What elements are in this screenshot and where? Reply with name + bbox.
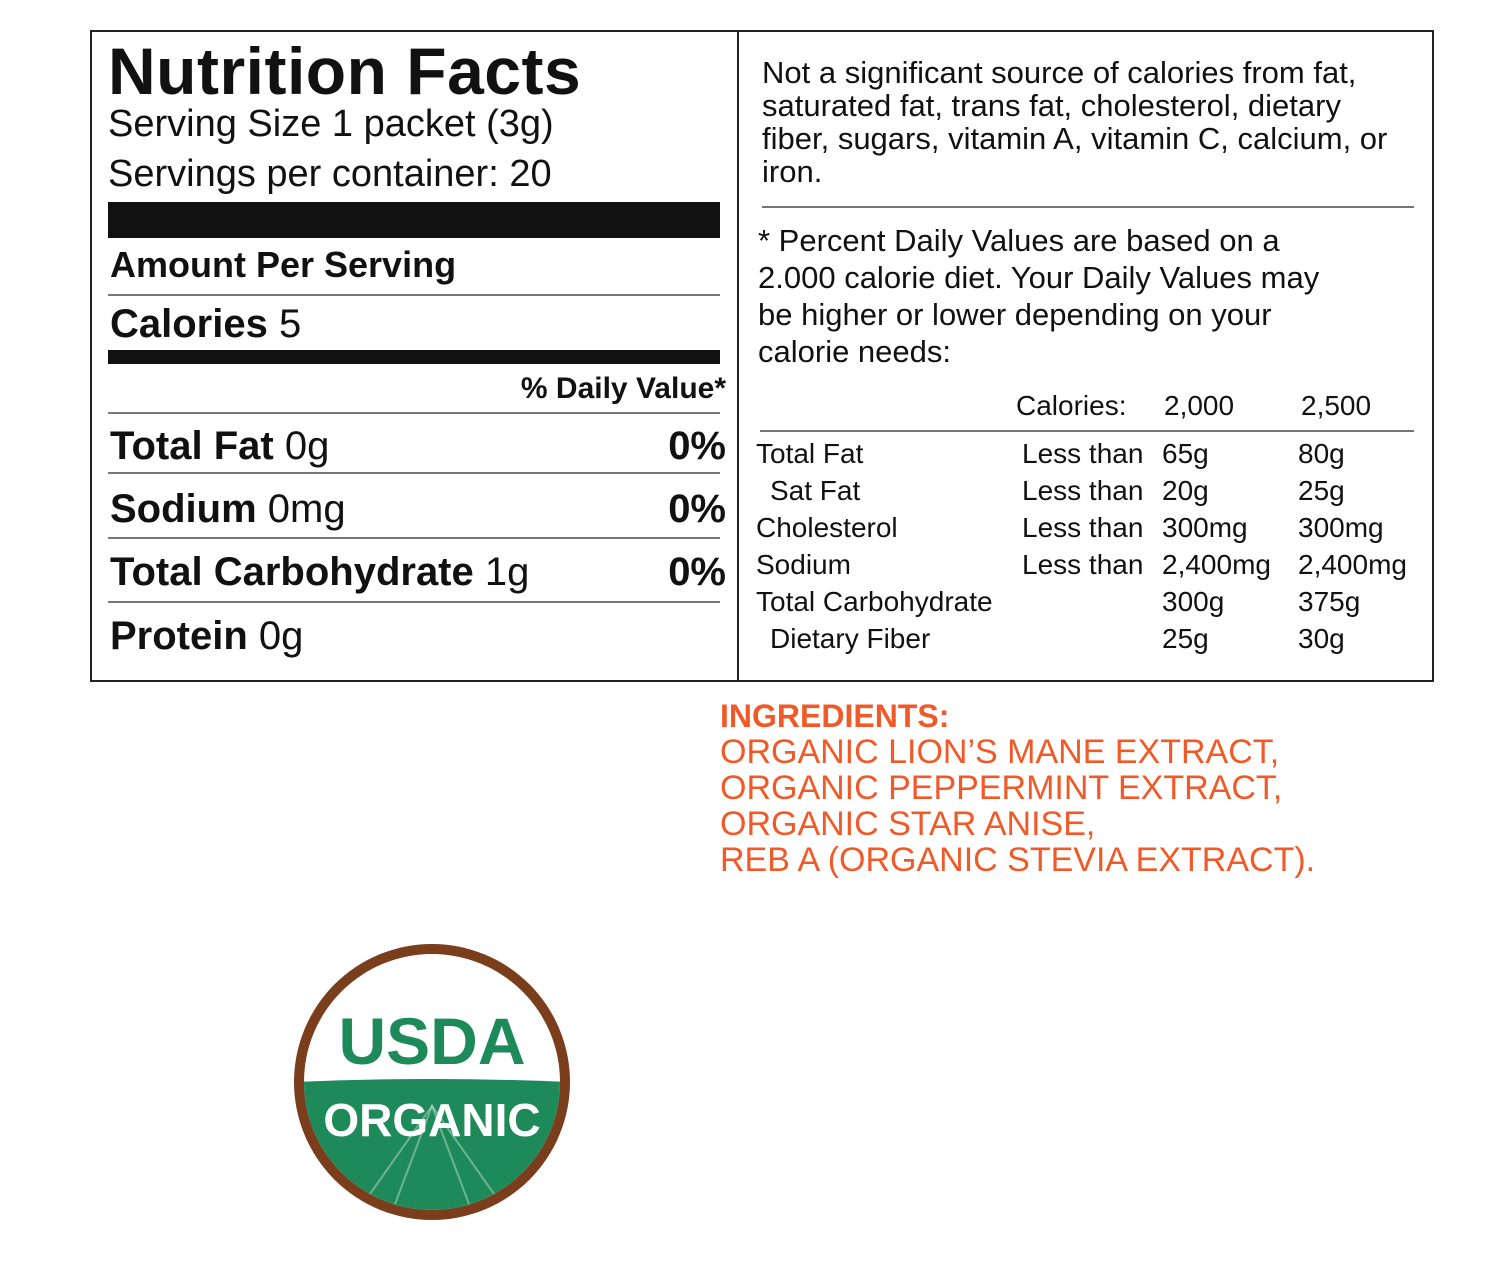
header-2500: 2,500 xyxy=(1301,390,1372,421)
thick-divider xyxy=(108,202,720,238)
column-divider xyxy=(737,32,739,680)
header-calories-label: Calories: xyxy=(1016,390,1127,421)
ingredients-title: INGREDIENTS: xyxy=(720,698,950,734)
nutrition-facts-title: Nutrition Facts xyxy=(108,34,582,108)
qualifier-cell: Less than xyxy=(1022,475,1144,506)
value-2000-cell: 2,400mg xyxy=(1162,549,1271,580)
medium-divider xyxy=(108,350,720,364)
value-2500-cell: 80g xyxy=(1298,438,1345,469)
qualifier-cell: Less than xyxy=(1022,549,1144,580)
value-2500-cell: 30g xyxy=(1298,623,1345,654)
serving-size: Serving Size 1 packet (3g) xyxy=(108,103,554,145)
table-row: Cholesterol Less than 300mg 300mg xyxy=(756,512,1416,549)
nutrient-name: Total Carbohydrate xyxy=(110,550,474,594)
nutrient-name: Total Fat xyxy=(110,424,274,468)
nutrient-cell: Sodium xyxy=(756,549,851,580)
ingredients: INGREDIENTS: ORGANIC LION’S MANE EXTRACT… xyxy=(720,698,1315,878)
qualifier-cell: Less than xyxy=(1022,512,1144,543)
qualifier-cell: Less than xyxy=(1022,438,1144,469)
value-2500-cell: 300mg xyxy=(1298,512,1384,543)
calories-value: 5 xyxy=(278,302,302,346)
value-2500-cell: 375g xyxy=(1298,586,1361,617)
table-row: Total Fat Less than 65g 80g xyxy=(756,438,1416,475)
calories-label: Calories xyxy=(110,302,268,346)
usda-organic-seal: USDA ORGANIC xyxy=(294,944,570,1220)
nutrient-amount: 0g xyxy=(284,424,330,468)
nutrient-cell: Dietary Fiber xyxy=(770,623,931,654)
value-2500-cell: 2,400mg xyxy=(1298,549,1407,580)
nutrient-row-sodium: Sodium 0mg 0% xyxy=(110,487,726,532)
table-row: Dietary Fiber 25g 30g xyxy=(756,623,1416,660)
nutrient-cell: Total Carbohydrate xyxy=(756,586,993,617)
nutrient-row-total-fat: Total Fat 0g 0% xyxy=(110,424,726,469)
daily-value-header: % Daily Value* xyxy=(520,372,726,405)
value-2500-cell: 25g xyxy=(1298,475,1345,506)
value-2000-cell: 300mg xyxy=(1162,512,1248,543)
nutrient-name: Sodium xyxy=(110,487,257,531)
ingredient-line: ORGANIC LION’S MANE EXTRACT, xyxy=(720,733,1280,771)
rule xyxy=(108,412,720,414)
nutrient-cell: Cholesterol xyxy=(756,512,898,543)
nutrient-name: Protein xyxy=(110,614,248,658)
nutrient-amount: 0g xyxy=(258,614,304,658)
calories-line: Calories 5 xyxy=(110,302,301,347)
value-2000-cell: 20g xyxy=(1162,475,1209,506)
rule xyxy=(760,430,1414,432)
nutrient-row-protein: Protein 0g xyxy=(110,614,726,659)
value-2000-cell: 300g xyxy=(1162,586,1225,617)
seal-top-text: USDA xyxy=(338,1004,525,1078)
table-row: Total Carbohydrate 300g 375g xyxy=(756,586,1416,623)
nutrient-row-total-carbohydrate: Total Carbohydrate 1g 0% xyxy=(110,550,726,595)
table-header: Calories: 2,000 2,500 xyxy=(756,390,1416,427)
nutrient-percent: 0% xyxy=(668,424,726,468)
nutrient-percent: 0% xyxy=(668,550,726,594)
nutrient-amount: 1g xyxy=(484,550,530,594)
nutrition-label: Nutrition Facts Serving Size 1 packet (3… xyxy=(90,30,1434,682)
rule xyxy=(762,206,1414,208)
nutrient-cell: Total Fat xyxy=(756,438,864,469)
ingredient-line: ORGANIC PEPPERMINT EXTRACT, xyxy=(720,769,1283,807)
table-row: Sodium Less than 2,400mg 2,400mg xyxy=(756,549,1416,586)
ingredient-line: REB A (ORGANIC STEVIA EXTRACT). xyxy=(720,841,1316,879)
header-2000: 2,000 xyxy=(1164,390,1235,421)
rule xyxy=(108,294,720,296)
nutrient-percent: 0% xyxy=(668,487,726,531)
not-significant-note: Not a significant source of calories fro… xyxy=(762,55,1388,189)
servings-per-container: Servings per container: 20 xyxy=(108,153,552,195)
value-2000-cell: 25g xyxy=(1162,623,1209,654)
seal-bottom-text: ORGANIC xyxy=(323,1094,540,1146)
value-2000-cell: 65g xyxy=(1162,438,1209,469)
nutrient-cell: Sat Fat xyxy=(770,475,861,506)
amount-per-serving: Amount Per Serving xyxy=(110,244,457,285)
rule xyxy=(108,601,720,603)
rule xyxy=(108,472,720,474)
nutrient-amount: 0mg xyxy=(267,487,346,531)
rule xyxy=(108,537,720,539)
ingredient-line: ORGANIC STAR ANISE, xyxy=(720,805,1096,843)
percent-daily-value-note: * Percent Daily Values are based on a 2.… xyxy=(758,223,1320,369)
table-row: Sat Fat Less than 20g 25g xyxy=(756,475,1416,512)
